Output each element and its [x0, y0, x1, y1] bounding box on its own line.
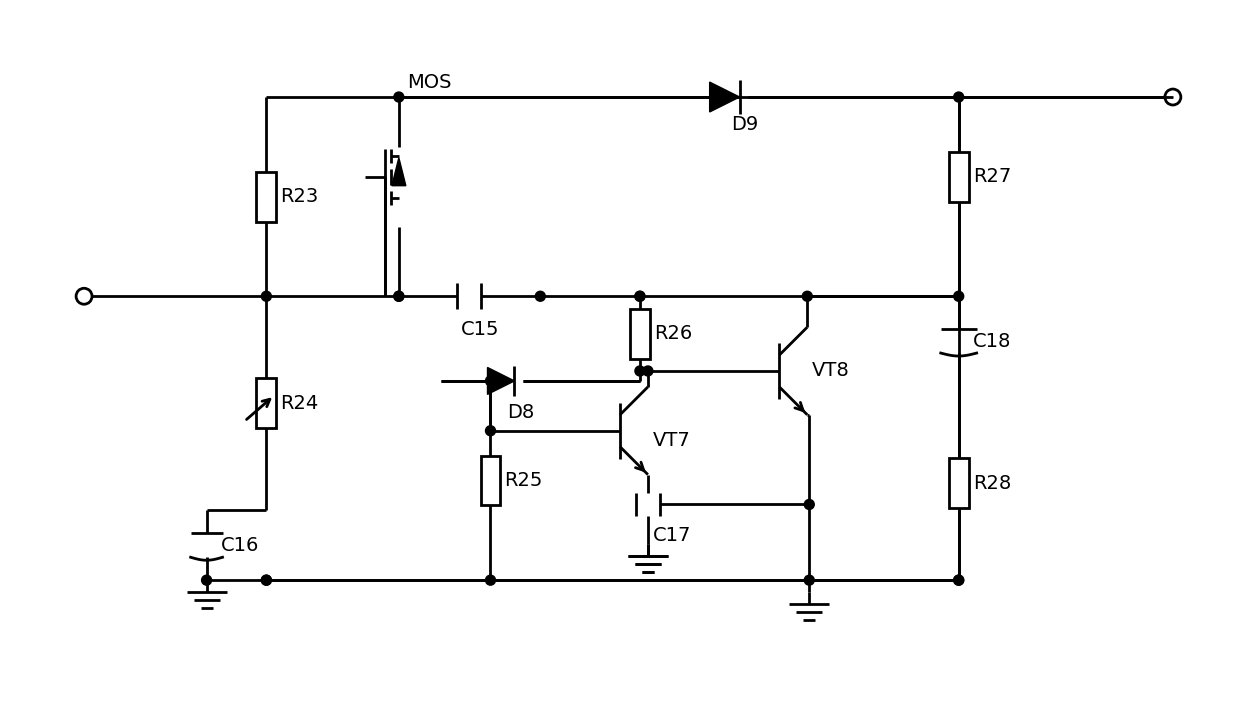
Circle shape: [394, 291, 404, 301]
Circle shape: [262, 291, 272, 301]
Bar: [949, 458, 968, 508]
Text: C16: C16: [221, 536, 259, 555]
Circle shape: [802, 291, 812, 301]
Circle shape: [954, 575, 963, 585]
Bar: [630, 309, 650, 359]
Text: VT8: VT8: [812, 362, 849, 380]
Circle shape: [642, 366, 653, 376]
Text: C18: C18: [972, 332, 1011, 351]
Bar: [257, 172, 277, 221]
Circle shape: [486, 425, 496, 436]
Bar: [257, 378, 277, 428]
Text: R28: R28: [972, 473, 1011, 492]
Text: C17: C17: [653, 526, 691, 545]
Text: R27: R27: [972, 167, 1011, 186]
Text: R26: R26: [653, 324, 692, 343]
Circle shape: [262, 575, 272, 585]
Text: D9: D9: [732, 115, 759, 134]
Text: R25: R25: [505, 471, 543, 490]
Text: R24: R24: [280, 393, 319, 413]
Bar: [481, 456, 501, 505]
Text: R23: R23: [280, 187, 319, 206]
Text: VT7: VT7: [653, 431, 691, 450]
Circle shape: [954, 92, 963, 102]
Circle shape: [805, 499, 815, 510]
Polygon shape: [709, 82, 739, 112]
Circle shape: [954, 291, 963, 301]
Circle shape: [486, 376, 496, 386]
Circle shape: [805, 575, 815, 585]
Circle shape: [202, 575, 212, 585]
Polygon shape: [487, 367, 515, 394]
Text: MOS: MOS: [407, 73, 451, 91]
Circle shape: [635, 291, 645, 301]
Circle shape: [954, 575, 963, 585]
Bar: [949, 152, 968, 202]
Circle shape: [394, 291, 404, 301]
Circle shape: [394, 92, 404, 102]
Circle shape: [486, 575, 496, 585]
Text: C15: C15: [460, 320, 500, 339]
Text: D8: D8: [507, 403, 534, 422]
Circle shape: [536, 291, 546, 301]
Circle shape: [262, 575, 272, 585]
Circle shape: [635, 366, 645, 376]
Polygon shape: [392, 158, 405, 186]
Circle shape: [635, 291, 645, 301]
